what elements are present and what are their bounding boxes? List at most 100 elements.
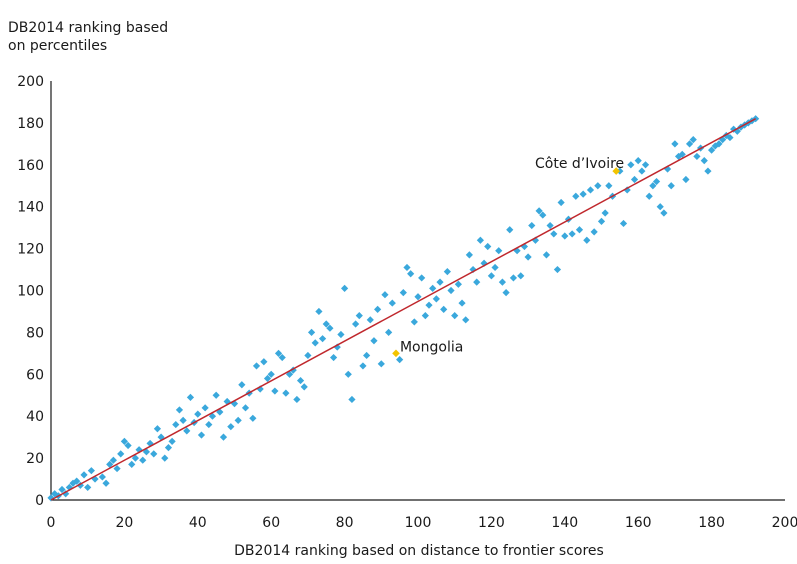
data-point [322, 320, 330, 328]
data-point [509, 274, 518, 282]
data-point [484, 242, 492, 251]
data-point [238, 381, 246, 389]
data-point [337, 330, 345, 339]
data-point [443, 268, 451, 276]
data-point [47, 494, 55, 502]
x-tick-label: 20 [115, 515, 133, 531]
data-point [568, 230, 576, 238]
data-point [267, 370, 275, 378]
data-point [58, 485, 66, 494]
x-axis-title: DB2014 ranking based on distance to fron… [234, 543, 604, 559]
data-point [506, 226, 514, 234]
data-point [197, 431, 206, 439]
data-point [399, 288, 407, 297]
data-point [432, 295, 440, 303]
data-point [179, 416, 187, 424]
data-point [326, 324, 334, 332]
data-point [476, 236, 484, 244]
data-point [212, 391, 220, 399]
data-point [436, 278, 444, 286]
x-tick-label: 160 [625, 515, 652, 531]
data-point [296, 376, 305, 385]
data-point [590, 228, 598, 236]
data-point [128, 460, 136, 468]
data-point [641, 161, 650, 169]
data-point [385, 328, 393, 336]
data-point [311, 339, 319, 347]
data-point [388, 299, 396, 307]
annotation-label: Mongolia [400, 339, 463, 355]
y-tick-label: 100 [17, 284, 44, 300]
data-point [550, 230, 558, 238]
data-point [120, 437, 128, 445]
data-point [216, 408, 224, 416]
data-point [586, 186, 595, 194]
fit-line [50, 118, 756, 501]
data-point [539, 211, 547, 219]
data-point [304, 351, 312, 360]
data-point [157, 433, 165, 441]
data-point [660, 209, 668, 217]
data-point [278, 353, 286, 362]
data-point [223, 397, 231, 406]
data-point [410, 318, 418, 326]
data-point [575, 226, 584, 234]
data-point [98, 473, 106, 481]
data-point [594, 182, 602, 190]
x-tick-label: 80 [336, 515, 354, 531]
data-point [205, 420, 213, 429]
annotation-label: Côte d’Ivoire [535, 156, 624, 172]
data-point [363, 351, 371, 360]
data-point [623, 186, 631, 194]
data-point [517, 272, 525, 280]
data-point [458, 299, 466, 307]
data-point [583, 236, 591, 244]
data-point [289, 366, 297, 374]
data-point [440, 305, 448, 313]
y-tick-label: 60 [26, 367, 44, 383]
highlighted-point [392, 349, 400, 358]
data-point [315, 307, 323, 316]
data-point [249, 414, 257, 422]
y-tick-label: 120 [17, 242, 44, 258]
data-point [403, 263, 411, 272]
data-point [183, 427, 191, 435]
data-point [553, 265, 562, 274]
data-point [355, 312, 363, 320]
data-point [227, 423, 235, 431]
x-tick-labels: 0 20 40 60 80 100 120 140 160 180 200 [47, 515, 797, 531]
highlighted-point [612, 167, 620, 175]
data-point [708, 146, 716, 154]
data-point [271, 387, 279, 395]
data-point [726, 133, 734, 142]
data-point [700, 157, 708, 165]
data-point [161, 454, 169, 462]
y-axis-title-line2: on percentiles [8, 38, 107, 54]
data-point [164, 444, 173, 452]
data-point [51, 490, 59, 498]
data-point [579, 190, 587, 198]
data-point [370, 337, 378, 345]
data-point [634, 157, 642, 165]
y-tick-label: 160 [17, 158, 44, 174]
x-tick-label: 40 [189, 515, 207, 531]
data-point [535, 207, 543, 215]
data-point [502, 288, 510, 297]
data-point [219, 433, 228, 441]
data-point [241, 404, 250, 412]
data-point [418, 274, 426, 282]
data-point [498, 278, 507, 286]
data-point [344, 370, 352, 378]
data-point [374, 305, 382, 313]
data-point [652, 177, 661, 186]
data-point [234, 416, 242, 424]
data-point [153, 425, 162, 433]
data-point [102, 479, 110, 487]
data-point [139, 456, 147, 464]
data-point [524, 253, 532, 261]
data-point [135, 446, 143, 454]
data-point [150, 450, 158, 458]
data-point [274, 349, 283, 357]
data-point [113, 464, 121, 473]
data-point [451, 312, 459, 320]
